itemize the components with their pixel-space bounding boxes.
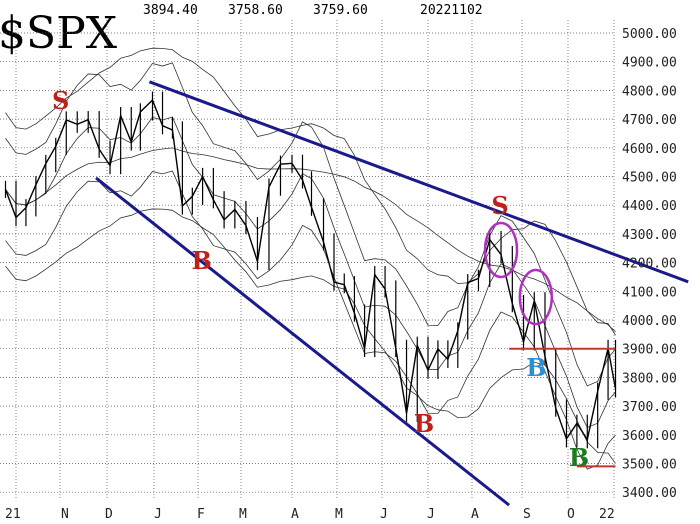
trendline [95, 176, 511, 507]
y-tick-label: 3700.00 [622, 400, 677, 415]
band-line [5, 47, 616, 336]
x-tick-label: N [61, 507, 69, 522]
y-tick-label: 4000.00 [622, 314, 677, 329]
y-tick-label: 3400.00 [622, 486, 677, 501]
band-line [5, 147, 616, 333]
x-tick-label: J [154, 507, 162, 522]
sell-signal-marker: S [52, 86, 69, 115]
x-tick-label: S [523, 507, 531, 522]
highlight-ellipse [518, 268, 554, 326]
buy-signal-marker: B [526, 353, 546, 382]
buy-signal-marker: B [569, 443, 589, 472]
trendline [148, 80, 689, 284]
buy-signal-marker: B [414, 409, 434, 438]
y-tick-label: 4500.00 [622, 171, 677, 186]
y-tick-label: 5000.00 [622, 27, 677, 42]
y-tick-label: 4800.00 [622, 84, 677, 99]
x-tick-label: O [567, 507, 575, 522]
date-value: 20221102 [420, 3, 483, 18]
y-tick-label: 4200.00 [622, 257, 677, 272]
x-tick-label: F [197, 507, 205, 522]
y-tick-label: 3500.00 [622, 458, 677, 473]
close-value: 3759.60 [313, 3, 368, 18]
x-tick-label: M [335, 507, 343, 522]
high-value: 3894.40 [143, 3, 198, 18]
price-line [4, 98, 617, 442]
x-tick-label: 22 [599, 507, 615, 522]
x-tick-label: M [239, 507, 247, 522]
highlight-ellipse [483, 221, 519, 279]
y-tick-label: 4400.00 [622, 199, 677, 214]
y-tick-label: 4900.00 [622, 56, 677, 71]
y-tick-label: 4600.00 [622, 142, 677, 157]
y-tick-label: 4100.00 [622, 285, 677, 300]
y-tick-label: 3800.00 [622, 371, 677, 386]
low-value: 3758.60 [228, 3, 283, 18]
x-tick-label: D [105, 507, 113, 522]
x-tick-label: A [291, 507, 299, 522]
x-tick-label: A [471, 507, 479, 522]
y-tick-label: 3900.00 [622, 343, 677, 358]
x-tick-label: J [380, 507, 388, 522]
band-line [5, 208, 616, 464]
x-tick-label: J [427, 507, 435, 522]
band-line [5, 62, 616, 387]
band-line [5, 116, 616, 428]
band-line [5, 170, 616, 470]
buy-signal-marker: B [192, 246, 212, 275]
chart-title: $SPX [0, 8, 118, 59]
y-tick-label: 4300.00 [622, 228, 677, 243]
x-tick-label: 21 [5, 507, 21, 522]
y-tick-label: 3600.00 [622, 429, 677, 444]
y-tick-label: 4700.00 [622, 113, 677, 128]
sell-signal-marker: S [491, 191, 508, 220]
